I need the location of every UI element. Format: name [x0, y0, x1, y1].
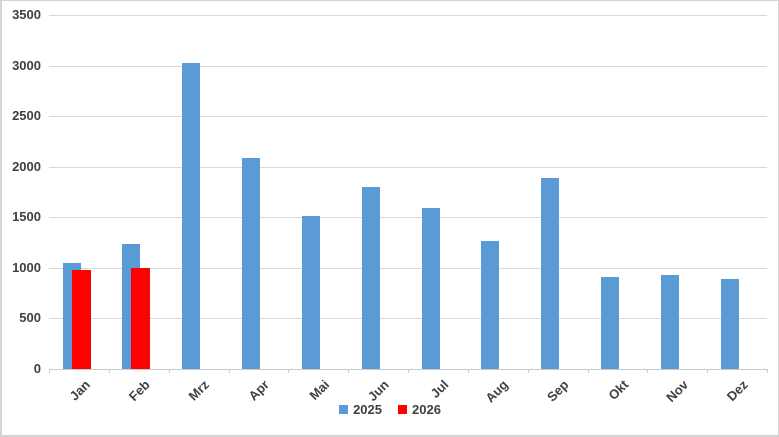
bar-2025-Mrz — [182, 62, 201, 369]
bar-2025-Jul — [421, 208, 440, 369]
y-tick-label: 1000 — [12, 259, 41, 275]
gridline — [49, 267, 767, 269]
axis-tick — [108, 369, 110, 373]
x-tick-label: Jul — [427, 377, 452, 401]
axis-tick — [228, 369, 230, 373]
axis-tick — [587, 369, 589, 373]
axis-tick — [49, 369, 50, 373]
bar-2025-Nov — [660, 274, 679, 369]
legend-label: 2026 — [412, 401, 441, 417]
y-tick-label: 0 — [33, 361, 41, 376]
y-tick-label: 500 — [19, 310, 41, 326]
gridline — [49, 166, 767, 168]
bar-2025-Mai — [301, 216, 320, 369]
legend: 2025 2026 — [2, 400, 778, 418]
legend-item-2026: 2026 — [398, 402, 441, 417]
axis-tick — [348, 369, 350, 373]
gridline — [49, 318, 767, 320]
axis-tick — [767, 369, 768, 373]
bar-2026-Jan — [71, 270, 91, 369]
y-tick-label: 2000 — [12, 158, 41, 174]
bar-2026-Feb — [131, 267, 151, 369]
legend-swatch-2025 — [339, 404, 349, 414]
y-tick-label: 3500 — [12, 7, 41, 22]
legend-swatch-2026 — [398, 404, 407, 414]
axis-tick — [707, 369, 709, 373]
axis-tick — [408, 369, 409, 373]
gridline — [49, 65, 767, 67]
gridline — [49, 15, 767, 16]
axis-tick — [647, 369, 649, 373]
axis-tick — [527, 369, 529, 373]
bar-2025-Sep — [541, 177, 560, 369]
bar-2025-Dez — [720, 278, 739, 369]
legend-label: 2025 — [353, 401, 382, 417]
gridline — [49, 116, 767, 118]
axis-tick — [168, 369, 170, 373]
axis-tick — [467, 369, 469, 373]
legend-item-2025: 2025 — [339, 402, 382, 417]
bar-2025-Jun — [361, 186, 380, 369]
y-tick-label: 1500 — [12, 209, 41, 225]
axis-tick — [288, 369, 290, 373]
bar-2025-Aug — [481, 240, 500, 369]
bar-2025-Apr — [242, 157, 260, 369]
gridline — [49, 217, 767, 219]
y-tick-label: 2500 — [12, 108, 41, 124]
bar-2025-Okt — [601, 276, 619, 369]
y-tick-label: 3000 — [12, 57, 41, 73]
